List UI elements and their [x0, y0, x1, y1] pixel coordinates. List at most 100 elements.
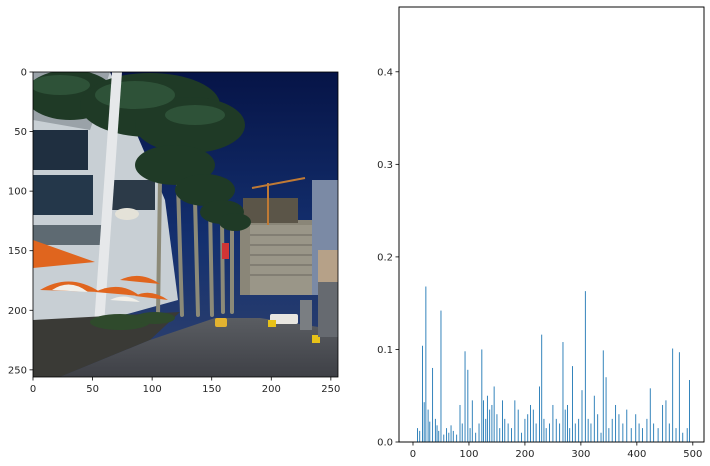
histogram-bar [461, 423, 463, 442]
histogram-bar [448, 432, 450, 442]
histogram-bar [481, 349, 483, 442]
histogram-bar [432, 367, 434, 442]
histogram-bar [584, 291, 586, 442]
histogram-bar [581, 390, 583, 442]
histogram-bar [611, 418, 613, 442]
histogram-bar [423, 402, 425, 442]
histogram-bar [618, 414, 620, 442]
image-y-tick-label: 250 [8, 365, 27, 376]
histogram-bar [602, 350, 604, 442]
histogram-bar [434, 418, 436, 442]
histogram-bar [662, 404, 664, 442]
histogram-bar [675, 428, 677, 442]
image-y-tick-label: 50 [14, 127, 27, 138]
histogram-bar [467, 369, 469, 442]
histogram-bar [504, 418, 506, 442]
image-x-tick-label: 0 [30, 384, 36, 395]
histogram-y-tick-label: 0.1 [377, 345, 393, 356]
histogram-y-tick-label: 0.0 [377, 438, 393, 449]
image-y-tick-label: 150 [8, 246, 27, 257]
histogram-x-tick-label: 200 [515, 449, 534, 460]
histogram-bar [425, 286, 427, 442]
image-x-tick-label: 200 [262, 384, 281, 395]
histogram-x-tick-label: 400 [627, 449, 646, 460]
histogram-bars [417, 286, 690, 442]
histogram-bar [483, 400, 484, 442]
histogram-y-ticks: 0.0 0.1 0.2 0.3 0.4 [377, 67, 399, 449]
image-y-tick-label: 200 [8, 306, 27, 317]
histogram-bar [646, 418, 648, 442]
histogram-bar [657, 428, 659, 442]
histogram-bar [559, 423, 561, 442]
histogram-bar [422, 345, 423, 442]
histogram-bar [622, 423, 624, 442]
histogram-x-tick-label: 500 [683, 449, 702, 460]
histogram-x-tick-label: 100 [459, 449, 478, 460]
histogram-bar [593, 395, 595, 442]
histogram-bar [600, 432, 602, 442]
histogram-bar [638, 423, 640, 442]
histogram-bar [641, 428, 643, 442]
histogram-bar [615, 404, 617, 442]
histogram-bar [527, 414, 529, 442]
histogram-bar [543, 418, 545, 442]
histogram-bar [549, 423, 550, 442]
histogram-bar [464, 351, 466, 442]
image-x-ticks: 0 50 100 150 200 250 [30, 377, 340, 395]
histogram-bar [491, 404, 493, 442]
histogram-bar [572, 366, 573, 442]
histogram-x-tick-label: 0 [410, 449, 416, 460]
histogram-panel: 0 100 200 300 400 500 0.0 0.1 0.2 0.3 0.4 [377, 6, 705, 460]
image-y-ticks: 0 50 100 150 200 250 [8, 68, 33, 376]
histogram-bar [450, 425, 452, 442]
histogram-bar [564, 409, 566, 442]
histogram-frame [398, 6, 705, 443]
image-frame [32, 71, 339, 378]
histogram-bar [668, 423, 670, 442]
histogram-y-tick-label: 0.4 [377, 67, 393, 78]
histogram-bar [486, 395, 488, 442]
histogram-bar [630, 428, 632, 442]
histogram-bar [635, 414, 637, 442]
histogram-bar [475, 432, 477, 442]
histogram-bar [511, 428, 512, 442]
histogram-bar [605, 377, 607, 442]
histogram-bar [443, 434, 445, 442]
histogram-bar [541, 334, 543, 442]
image-x-tick-label: 50 [86, 384, 99, 395]
histogram-bar [688, 379, 690, 442]
image-y-tick-label: 100 [8, 187, 27, 198]
histogram-bar [446, 428, 448, 442]
histogram-bar [489, 409, 491, 442]
histogram-bar [456, 434, 458, 442]
histogram-bar [590, 423, 592, 442]
histogram-y-tick-label: 0.3 [377, 160, 393, 171]
image-x-tick-label: 100 [143, 384, 162, 395]
histogram-bar [569, 428, 571, 442]
histogram-bar [545, 428, 547, 442]
histogram-bar [535, 423, 537, 442]
histogram-bar [502, 400, 503, 442]
histogram-y-tick-label: 0.2 [377, 252, 393, 263]
street-photo [33, 72, 338, 377]
histogram-bar [530, 404, 531, 442]
histogram-bar [478, 423, 480, 442]
image-y-tick-label: 0 [21, 68, 27, 79]
histogram-bar [469, 428, 471, 442]
histogram-bar [521, 432, 523, 442]
histogram-bar [682, 432, 684, 442]
histogram-bar [597, 414, 599, 442]
histogram-bar [552, 404, 554, 442]
image-x-tick-label: 150 [202, 384, 221, 395]
histogram-bar [452, 430, 454, 442]
histogram-bar [626, 409, 628, 442]
histogram-bar [578, 418, 580, 442]
histogram-bar [539, 386, 540, 442]
histogram-bar [485, 418, 487, 442]
histogram-bar [562, 342, 564, 442]
histogram-bar [436, 425, 438, 442]
image-panel: 0 50 100 150 200 250 0 50 100 150 200 250 [8, 68, 340, 396]
histogram-bar [653, 423, 655, 442]
histogram-bar [517, 409, 519, 442]
